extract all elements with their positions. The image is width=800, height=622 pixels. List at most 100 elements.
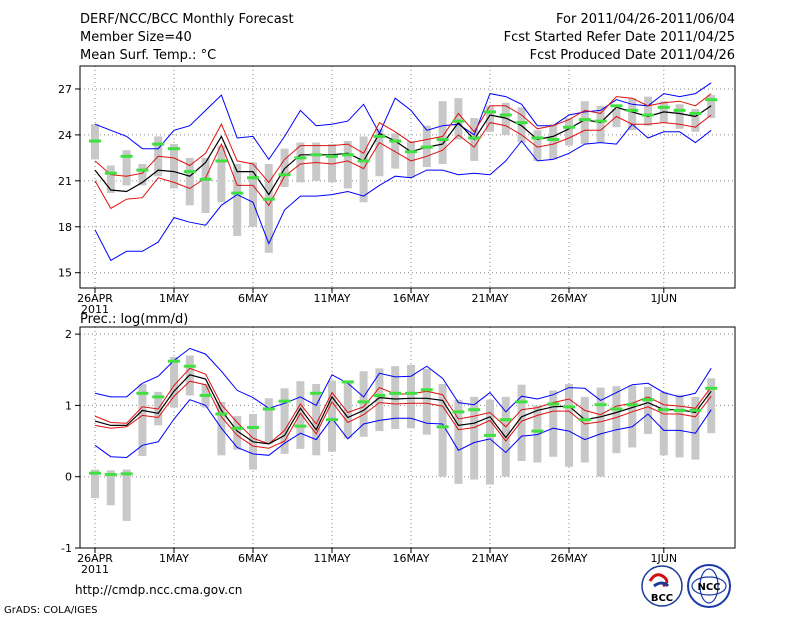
spread-lower-line xyxy=(94,114,712,210)
ytick-label-0: -1 xyxy=(61,542,72,555)
temp-variable-label: Mean Surf. Temp.: °C xyxy=(80,48,216,63)
spread-box-27 xyxy=(517,384,526,462)
spread-box-5 xyxy=(170,356,178,408)
spread-box-28 xyxy=(533,405,542,463)
spread-box-38 xyxy=(691,396,700,460)
spread-box-13 xyxy=(296,142,305,183)
xtick-label-4: 16MAY xyxy=(393,552,430,565)
ytick-label-3: 2 xyxy=(65,328,72,341)
spread-box-9 xyxy=(233,163,242,236)
plot-frame xyxy=(79,65,736,289)
ensemble-mean-line xyxy=(94,374,712,445)
spread-box-35 xyxy=(644,386,652,434)
spread-box-17 xyxy=(359,371,368,437)
member-size: Member Size=40 xyxy=(80,30,192,45)
spread-box-7 xyxy=(201,157,210,213)
spread-box-39 xyxy=(707,378,716,434)
xtick-label-3: 11MAY xyxy=(314,552,351,565)
spread-box-23 xyxy=(454,399,463,484)
xtick-year-label: 2011 xyxy=(81,303,109,316)
spread-box-32 xyxy=(596,387,605,477)
spread-box-29 xyxy=(549,124,558,160)
xtick-label-6: 26MAY xyxy=(551,552,588,565)
source-url[interactable]: http://cmdp.ncc.cma.gov.cn xyxy=(75,583,242,597)
spread-box-9 xyxy=(233,416,242,450)
spread-upper-line xyxy=(94,93,712,184)
spread-box-15 xyxy=(328,380,336,452)
grads-credit: GrADS: COLA/IGES xyxy=(4,605,98,616)
spread-box-24 xyxy=(470,396,479,480)
xtick-label-3: 11MAY xyxy=(314,292,351,305)
spread-box-12 xyxy=(280,388,289,454)
spread-box-36 xyxy=(659,391,668,456)
spread-box-23 xyxy=(454,98,463,140)
xtick-label-5: 21MAY xyxy=(472,292,509,305)
spread-box-0 xyxy=(91,469,99,499)
spread-box-11 xyxy=(264,163,273,253)
spread-box-39 xyxy=(707,95,716,119)
ensemble-min-line xyxy=(94,123,712,262)
spread-box-5 xyxy=(170,144,178,189)
xtick-label-7: 1JUN xyxy=(651,552,678,565)
spread-box-25 xyxy=(486,105,494,132)
spread-box-33 xyxy=(612,108,621,128)
spread-box-27 xyxy=(517,107,526,143)
ncc-logo: NCC xyxy=(687,564,731,608)
spread-box-18 xyxy=(375,368,384,432)
xtick-label-6: 26MAY xyxy=(551,292,588,305)
spread-box-1 xyxy=(106,165,115,194)
spread-box-14 xyxy=(312,142,321,181)
xtick-label-5: 21MAY xyxy=(472,552,509,565)
fcst-started-date: Fcst Started Refer Date 2011/04/25 xyxy=(504,30,735,45)
xtick-label-4: 16MAY xyxy=(393,292,430,305)
spread-box-31 xyxy=(580,101,589,145)
spread-box-15 xyxy=(328,144,336,183)
spread-box-26 xyxy=(501,102,510,135)
ytick-label-0: 15 xyxy=(58,267,72,280)
spread-box-2 xyxy=(122,150,131,186)
spread-box-11 xyxy=(264,398,273,444)
plot-frame xyxy=(79,326,736,549)
spread-box-31 xyxy=(580,396,589,463)
spread-box-34 xyxy=(628,385,637,448)
spread-box-34 xyxy=(628,98,637,131)
spread-box-18 xyxy=(375,128,384,177)
spread-box-16 xyxy=(343,381,352,439)
xtick-label-0: 26APR xyxy=(77,292,113,305)
spread-box-21 xyxy=(422,369,431,435)
spread-box-29 xyxy=(549,390,558,457)
precipitation-panel: -1 0 1 2 26APR 1MAY 6MAY 11MAY 16MAY 21MAY 26MAY 1J… xyxy=(61,326,736,576)
spread-box-20 xyxy=(407,364,415,429)
ytick-label-2: 21 xyxy=(58,175,72,188)
spread-box-33 xyxy=(612,386,621,454)
spread-box-38 xyxy=(691,108,700,132)
forecast-period: For 2011/04/26-2011/06/04 xyxy=(556,12,735,27)
ytick-label-1: 18 xyxy=(58,221,72,234)
ensemble-min-line xyxy=(94,399,712,459)
spread-box-19 xyxy=(391,133,400,169)
prec-variable-label: Prec.: log(mm/d) xyxy=(80,312,188,327)
spread-box-37 xyxy=(675,104,684,129)
spread-box-3 xyxy=(138,384,147,457)
spread-box-19 xyxy=(391,366,400,429)
bcc-logo: BCC xyxy=(641,565,683,607)
xtick-label-0: 26APR xyxy=(77,552,113,565)
chart-title: DERF/NCC/BCC Monthly Forecast xyxy=(80,12,294,27)
spread-box-37 xyxy=(675,394,684,458)
fcst-produced-date: Fcst Produced Date 2011/04/26 xyxy=(530,48,735,63)
bcc-logo-text: BCC xyxy=(651,593,673,604)
xtick-label-7: 1JUN xyxy=(651,292,678,305)
spread-upper-line xyxy=(94,367,712,445)
spread-box-1 xyxy=(106,470,115,506)
spread-box-25 xyxy=(486,399,494,485)
spread-box-14 xyxy=(312,384,321,456)
spread-box-16 xyxy=(343,141,352,189)
spread-box-2 xyxy=(122,469,131,521)
xtick-label-2: 6MAY xyxy=(238,552,268,565)
ensemble-mean-line xyxy=(94,105,712,196)
spread-box-28 xyxy=(533,130,542,161)
ytick-label-4: 27 xyxy=(58,83,72,96)
spread-box-30 xyxy=(565,118,573,146)
temperature-panel: 15 18 21 24 27 26APR 1MAY 6MAY 11MAY 16MAY 21MAY 26… xyxy=(58,65,736,316)
